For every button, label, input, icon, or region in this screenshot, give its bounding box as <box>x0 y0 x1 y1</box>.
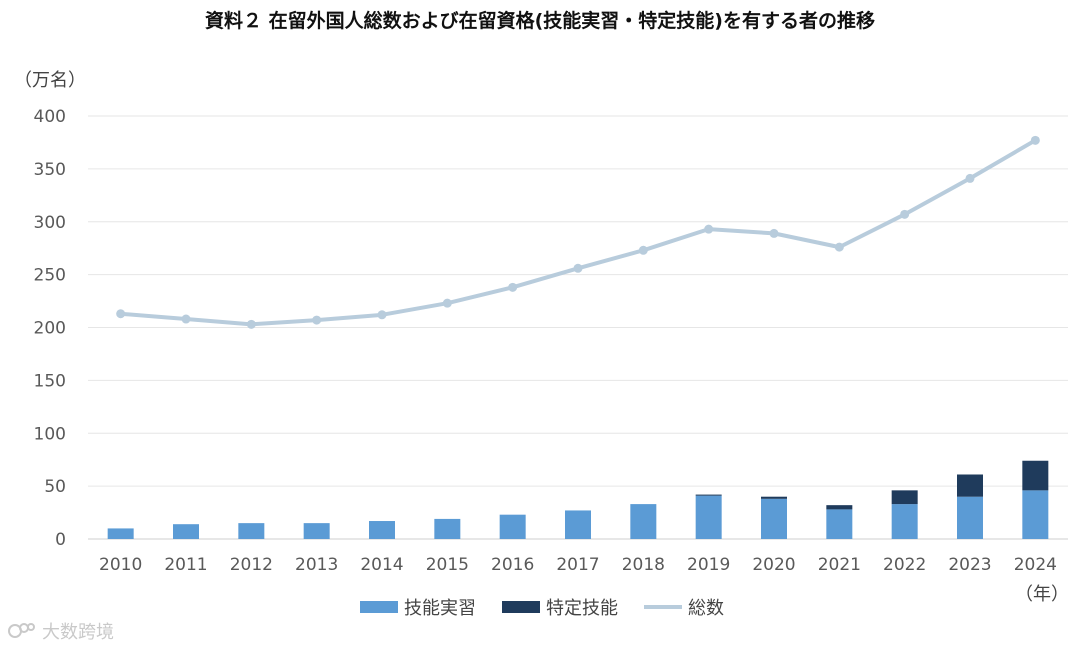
x-tick-label: 2024 <box>1014 555 1057 575</box>
bar-ginou-jisshu <box>107 528 134 539</box>
x-tick-label: 2015 <box>426 555 469 575</box>
bar-tokutei-ginou <box>695 494 722 496</box>
y-tick-label: 350 <box>34 160 66 180</box>
legend-swatch-ginou-jisshu <box>360 601 398 613</box>
total-point <box>834 242 844 252</box>
legend-swatch-tokutei-ginou <box>502 601 540 613</box>
chart-title: 資料２ 在留外国人総数および在留資格(技能実習・特定技能)を有する者の推移 <box>205 10 875 32</box>
bar-ginou-jisshu <box>630 504 657 539</box>
y-axis-unit-label: （万名） <box>14 70 86 91</box>
total-point <box>573 263 583 273</box>
bar-ginou-jisshu <box>238 523 265 539</box>
y-tick-label: 400 <box>34 107 66 127</box>
legend-item-ginou-jisshu: 技能実習 <box>360 594 476 620</box>
bar-ginou-jisshu <box>499 514 526 539</box>
total-point <box>900 209 910 219</box>
watermark-logo-icon <box>8 623 35 638</box>
legend-item-tokutei-ginou: 特定技能 <box>502 594 618 620</box>
y-tick-label: 300 <box>34 213 66 233</box>
y-axis-ticks: 0 50 100 150 200 250 300 350 400 <box>34 107 66 550</box>
x-axis-unit-label: （年） <box>1015 584 1069 605</box>
bar-tokutei-ginou <box>1022 460 1049 491</box>
bars <box>107 460 1049 539</box>
bar-ginou-jisshu <box>434 518 461 539</box>
total-point <box>181 314 191 324</box>
bar-tokutei-ginou <box>826 505 853 510</box>
total-point <box>704 224 714 234</box>
total-point <box>508 282 518 292</box>
x-tick-label: 2014 <box>360 555 403 575</box>
total-point <box>116 309 126 319</box>
bar-ginou-jisshu <box>891 504 918 539</box>
x-tick-label: 2020 <box>752 555 795 575</box>
total-point <box>312 315 322 325</box>
y-tick-label: 150 <box>34 371 66 391</box>
total-point <box>377 310 387 320</box>
x-axis-ticks: 2010 2011 2012 2013 2014 2015 2016 2017 2018 2019… <box>99 555 1057 575</box>
x-tick-label: 2013 <box>295 555 338 575</box>
x-tick-label: 2023 <box>948 555 991 575</box>
bar-ginou-jisshu <box>826 509 853 539</box>
y-tick-label: 0 <box>55 530 66 550</box>
y-tick-label: 250 <box>34 266 66 286</box>
y-tick-label: 100 <box>34 424 66 444</box>
bar-ginou-jisshu <box>565 510 591 539</box>
legend-label-tokutei-ginou: 特定技能 <box>546 598 618 619</box>
x-tick-label: 2022 <box>883 555 926 575</box>
bar-tokutei-ginou <box>761 496 787 499</box>
x-tick-label: 2012 <box>230 555 273 575</box>
legend-item-total: 総数 <box>644 594 724 620</box>
watermark-text: 大数跨境 <box>42 622 114 643</box>
legend-label-total: 総数 <box>688 598 724 619</box>
bar-ginou-jisshu <box>761 498 787 539</box>
x-tick-label: 2016 <box>491 555 534 575</box>
bar-ginou-jisshu <box>303 523 330 539</box>
legend-label-ginou-jisshu: 技能実習 <box>404 598 476 619</box>
bar-ginou-jisshu <box>1022 490 1049 539</box>
y-tick-label: 50 <box>44 477 66 497</box>
total-point <box>246 319 256 329</box>
bar-tokutei-ginou <box>891 490 918 505</box>
total-point <box>769 228 779 238</box>
legend: 技能実習 特定技能 総数 <box>360 594 750 620</box>
total-point <box>965 173 975 183</box>
x-tick-label: 2017 <box>556 555 599 575</box>
x-tick-label: 2019 <box>687 555 730 575</box>
total-line <box>116 135 1040 329</box>
total-series-line <box>118 138 1038 327</box>
x-tick-label: 2011 <box>164 555 207 575</box>
legend-line-total <box>644 605 682 609</box>
bar-ginou-jisshu <box>695 495 722 539</box>
grid-lines <box>88 115 1068 540</box>
bar-tokutei-ginou <box>957 474 983 497</box>
y-tick-label: 200 <box>34 319 66 339</box>
x-tick-label: 2010 <box>99 555 142 575</box>
bar-ginou-jisshu <box>369 521 395 539</box>
total-point <box>1030 135 1040 145</box>
bar-ginou-jisshu <box>957 496 983 539</box>
watermark: 大数跨境 <box>8 618 114 644</box>
total-point <box>638 245 648 255</box>
total-point <box>442 298 452 308</box>
x-tick-label: 2021 <box>818 555 861 575</box>
x-tick-label: 2018 <box>622 555 665 575</box>
bar-ginou-jisshu <box>173 524 199 539</box>
